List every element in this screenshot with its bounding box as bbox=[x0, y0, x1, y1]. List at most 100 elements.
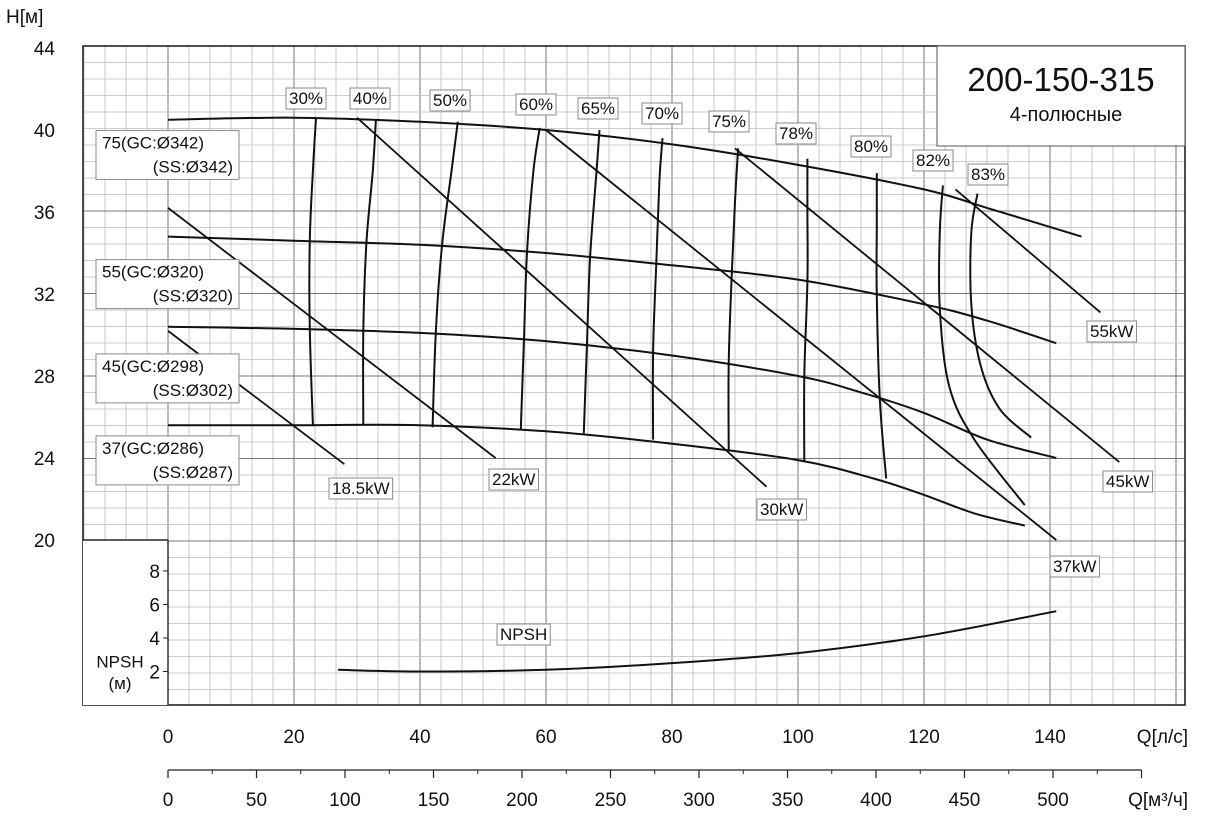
efficiency-label-text: 40% bbox=[353, 89, 387, 108]
x-tick-label: 100 bbox=[782, 727, 814, 748]
curve-labels: 75(GC:Ø342) (SS:Ø342) 55(GC:Ø320) (SS:Ø320)… bbox=[95, 87, 1153, 646]
npsh-label: NPSH bbox=[496, 623, 551, 646]
efficiency-label: 50% bbox=[429, 89, 471, 112]
power-label-text: 55kW bbox=[1090, 322, 1133, 341]
efficiency-label-box bbox=[708, 110, 750, 133]
plot-frame bbox=[82, 45, 1186, 706]
y-tick-label: 36 bbox=[34, 203, 55, 224]
impeller-label-box bbox=[95, 129, 240, 180]
npsh-tick-label: 2 bbox=[149, 663, 160, 684]
efficiency-curve bbox=[431, 121, 459, 428]
power-label-text: 30kW bbox=[760, 500, 803, 519]
power-label-text: 18.5kW bbox=[332, 479, 390, 498]
x-tick-label: 140 bbox=[1034, 727, 1066, 748]
power-label-box bbox=[756, 498, 807, 521]
chart-subtitle: 4-полюсные bbox=[1010, 104, 1123, 126]
impeller-label-box bbox=[95, 259, 240, 310]
power-curve bbox=[167, 330, 345, 465]
impeller-curve bbox=[167, 116, 1082, 238]
x2-tick-label: 500 bbox=[1037, 790, 1069, 811]
power-label: 45kW bbox=[1102, 470, 1153, 493]
efficiency-curve bbox=[803, 158, 809, 463]
impeller-label: 37(GC:Ø286) (SS:Ø287) bbox=[95, 435, 240, 486]
power-label-box bbox=[1086, 320, 1137, 343]
efficiency-curve bbox=[727, 148, 740, 450]
npsh-tick-label: 4 bbox=[149, 629, 160, 650]
power-curve bbox=[545, 129, 1057, 541]
impeller-label-line2: (SS:Ø342) bbox=[153, 157, 233, 176]
impeller-label-line2: (SS:Ø320) bbox=[153, 287, 233, 306]
x-tick-label: 20 bbox=[283, 727, 304, 748]
efficiency-label-box bbox=[912, 149, 954, 172]
efficiency-label-box bbox=[285, 87, 327, 110]
power-label-box bbox=[488, 468, 539, 491]
efficiency-curve bbox=[519, 127, 541, 430]
efficiency-label-box bbox=[577, 97, 619, 120]
impeller-label-line1: 55(GC:Ø320) bbox=[102, 263, 204, 282]
npsh-label-box bbox=[496, 623, 551, 646]
npsh-curve bbox=[338, 610, 1057, 673]
chart-title: 200-150-315 bbox=[967, 61, 1154, 98]
power-label: 55kW bbox=[1086, 320, 1137, 343]
y-tick-label: 40 bbox=[34, 121, 55, 142]
npsh-tick-label: 6 bbox=[149, 596, 160, 617]
npsh-label-text: NPSH bbox=[500, 625, 547, 644]
power-label: 22kW bbox=[488, 468, 539, 491]
efficiency-curve bbox=[308, 117, 317, 426]
x2-tick-label: 350 bbox=[772, 790, 804, 811]
npsh-curve-group bbox=[338, 610, 1057, 673]
impeller-label-line2: (SS:Ø287) bbox=[153, 463, 233, 482]
y-tick-label: 28 bbox=[34, 367, 55, 388]
impeller-label-line1: 45(GC:Ø298) bbox=[102, 357, 204, 376]
x-tick-label: 120 bbox=[908, 727, 940, 748]
efficiency-label-text: 30% bbox=[289, 89, 323, 108]
npsh-panel-bg bbox=[83, 540, 168, 705]
efficiency-label-text: 80% bbox=[854, 137, 888, 156]
power-label-text: 45kW bbox=[1106, 472, 1149, 491]
power-label-text: 37kW bbox=[1053, 557, 1096, 576]
y-tick-label: 44 bbox=[34, 39, 56, 60]
impeller-label-box bbox=[95, 353, 240, 404]
x-tick-label: 80 bbox=[661, 727, 682, 748]
x2-tick-label: 0 bbox=[163, 790, 174, 811]
efficiency-label: 60% bbox=[515, 93, 557, 116]
efficiency-label: 82% bbox=[912, 149, 954, 172]
efficiency-label: 78% bbox=[775, 122, 817, 145]
npsh-tick-label: 8 bbox=[149, 562, 160, 583]
efficiency-curve bbox=[875, 173, 888, 479]
efficiency-label: 30% bbox=[285, 87, 327, 110]
x2-tick-label: 150 bbox=[418, 790, 450, 811]
efficiency-label: 65% bbox=[577, 97, 619, 120]
impeller-label-box bbox=[95, 435, 240, 486]
impeller-curve bbox=[167, 235, 1057, 345]
x2-tick-label: 300 bbox=[683, 790, 715, 811]
impeller-label: 75(GC:Ø342) (SS:Ø342) bbox=[95, 129, 240, 180]
power-curve bbox=[356, 117, 768, 488]
npsh-axis-unit: (м) bbox=[108, 674, 131, 693]
efficiency-label-text: 78% bbox=[779, 124, 813, 143]
efficiency-label: 80% bbox=[850, 135, 892, 158]
y-tick-label: 20 bbox=[34, 531, 55, 552]
title-box: 200-150-315 4-полюсные bbox=[936, 45, 1186, 147]
efficiency-curves bbox=[308, 117, 1032, 506]
y-tick-label: 32 bbox=[34, 285, 55, 306]
efficiency-label: 83% bbox=[967, 163, 1009, 186]
x2-tick-label: 450 bbox=[949, 790, 981, 811]
power-label: 18.5kW bbox=[328, 477, 394, 500]
efficiency-label-box bbox=[515, 93, 557, 116]
y-axis-label: H[м] bbox=[6, 7, 43, 28]
impeller-label: 45(GC:Ø298) (SS:Ø302) bbox=[95, 353, 240, 404]
efficiency-label: 40% bbox=[349, 87, 391, 110]
power-label: 37kW bbox=[1049, 555, 1100, 578]
efficiency-label-box bbox=[775, 122, 817, 145]
power-label-box bbox=[328, 477, 394, 500]
npsh-panel: 2 4 6 8 NPSH (м) bbox=[83, 539, 169, 705]
efficiency-curve bbox=[362, 119, 377, 426]
impeller-label-line1: 75(GC:Ø342) bbox=[102, 133, 204, 152]
efficiency-label-box bbox=[349, 87, 391, 110]
x2-tick-label: 200 bbox=[506, 790, 538, 811]
efficiency-label-box bbox=[850, 135, 892, 158]
efficiency-label-text: 75% bbox=[712, 112, 746, 131]
efficiency-label-text: 60% bbox=[519, 95, 553, 114]
x-tick-label: 60 bbox=[535, 727, 556, 748]
